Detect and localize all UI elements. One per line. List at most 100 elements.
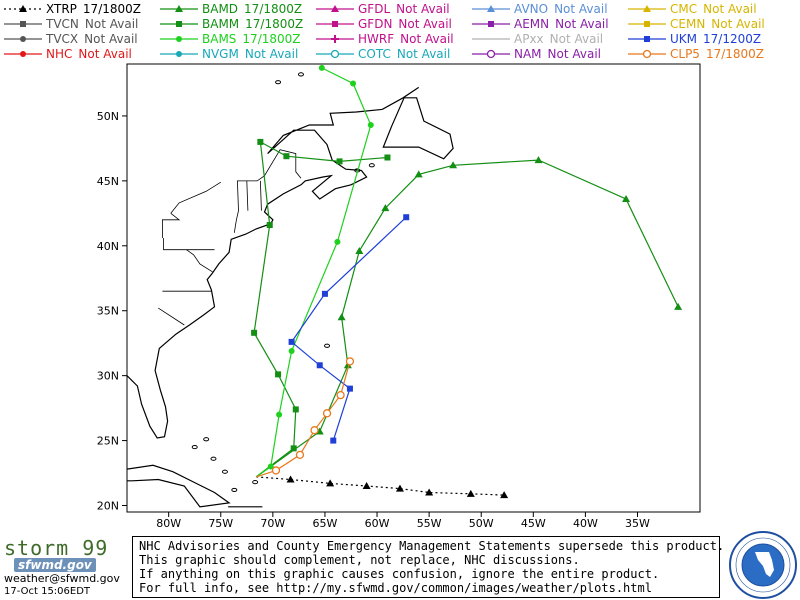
track-point	[288, 347, 295, 354]
track-point	[674, 302, 683, 310]
legend-status: Not Avail	[396, 2, 450, 16]
legend-model: CMC	[670, 2, 698, 16]
track-point	[283, 153, 290, 160]
track-point	[534, 156, 543, 164]
triangle-icon	[487, 5, 495, 12]
legend-model: UKM	[670, 32, 698, 46]
model-legend: XTRP 17/1800Z BAMD 17/1800Z GFDL Not Avail AVN…	[0, 0, 800, 61]
legend-status: Not Avail	[549, 32, 604, 46]
island	[324, 343, 331, 348]
ring-c-icon	[316, 49, 354, 59]
legend-status: Not Avail	[555, 17, 609, 31]
island	[231, 487, 238, 493]
legend-model: GFDL	[358, 2, 391, 16]
lon-tick-label: 45W	[521, 517, 546, 530]
square-icon	[4, 21, 42, 27]
track-point	[336, 158, 343, 165]
triangle-icon	[472, 5, 510, 12]
plus-icon	[316, 35, 354, 43]
legend-status: Not Avail	[244, 47, 299, 61]
island	[221, 469, 228, 474]
track-point	[275, 371, 282, 378]
lon-tick-label: 35W	[625, 517, 650, 530]
legend-model: NAM	[514, 47, 542, 61]
track-point	[267, 463, 274, 470]
track-point	[395, 484, 404, 492]
ring-n-icon	[472, 49, 510, 59]
legend-status: Not Avail	[396, 47, 451, 61]
disclaimer-line: This graphic should complement, not repl…	[139, 553, 580, 567]
track-line	[256, 476, 505, 496]
legend-status: Not Avail	[398, 17, 452, 31]
track-point	[345, 357, 355, 366]
legend-model: TVCN	[46, 17, 79, 31]
track-point	[337, 313, 346, 321]
legend-status: 17/1800Z	[244, 2, 303, 16]
contact-email: weather@sfwmd.gov	[4, 572, 120, 585]
newfoundland-coast	[382, 97, 454, 160]
legend-status: 17/1200Z	[703, 32, 762, 46]
legend-status: Not Avail	[703, 2, 757, 16]
legend-model: BAMS	[202, 32, 237, 46]
lat-tick-label: 50N	[97, 110, 119, 123]
lat-tick-label: 25N	[97, 435, 119, 448]
track-point	[622, 195, 631, 203]
square-icon	[160, 21, 198, 27]
circle-icon	[20, 51, 26, 57]
track-point	[449, 161, 458, 169]
lat-tick-label: 45N	[97, 175, 119, 188]
track-clp5	[256, 357, 355, 478]
lat-tick-label: 35N	[97, 305, 119, 318]
island	[252, 480, 259, 485]
lat-tick-label: 20N	[97, 500, 119, 513]
track-point	[381, 204, 390, 212]
track-point	[316, 362, 323, 369]
triangle-icon	[628, 5, 666, 12]
map-frame	[126, 63, 701, 513]
disclaimer-box: NHC Advisories and County Emergency Mana…	[132, 536, 725, 598]
lat-tick-label: 30N	[97, 370, 119, 383]
square-icon	[644, 36, 650, 42]
legend-status: 17/1800Z	[245, 17, 304, 31]
sfwmd-seal-icon	[729, 531, 797, 599]
lon-tick-label: 65W	[313, 517, 338, 530]
triangle-icon	[643, 5, 651, 12]
track-point	[257, 138, 264, 145]
legend-model: NVGM	[202, 47, 239, 61]
track-point	[466, 489, 475, 497]
track-point	[425, 488, 434, 496]
track-point	[310, 426, 319, 435]
square-icon	[176, 21, 182, 27]
legend-status: 17/1800Z	[705, 47, 765, 61]
legend-status: 17/1800Z	[242, 32, 301, 46]
island	[203, 437, 210, 442]
legend-model: NHC	[46, 47, 73, 61]
track-point	[251, 329, 258, 336]
triangle-icon	[331, 5, 339, 12]
track-point	[367, 122, 374, 129]
lon-tick-label: 40W	[573, 517, 598, 530]
legend-model: AEMN	[514, 17, 550, 31]
legend-model: CEMN	[670, 17, 706, 31]
sfwmd-logo-text: sfwmd.gov	[14, 558, 96, 572]
disclaimer-line: NHC Advisories and County Emergency Mana…	[139, 539, 725, 553]
track-point	[414, 170, 423, 178]
legend-status: Not Avail	[400, 32, 454, 46]
lon-tick-label: 80W	[156, 517, 181, 530]
track-point	[355, 246, 364, 254]
triangle-icon	[175, 5, 183, 12]
track-point	[266, 222, 273, 229]
legend-model: AVNO	[514, 2, 549, 16]
legend-model: HWRF	[358, 32, 395, 46]
track-bamm	[251, 138, 391, 478]
track-point	[336, 390, 345, 400]
plus-icon	[331, 35, 339, 43]
ring-o-icon	[628, 49, 666, 59]
track-point	[330, 437, 337, 444]
track-map: 80W 75W 70W 65W 60W 55W 50W 45W 40W 35W 50N 45N 40N 3…	[97, 63, 701, 530]
track-point	[271, 466, 281, 475]
cuba-coast	[126, 464, 231, 508]
track-line	[255, 67, 372, 478]
square-icon	[332, 21, 338, 27]
track-point	[350, 80, 357, 87]
